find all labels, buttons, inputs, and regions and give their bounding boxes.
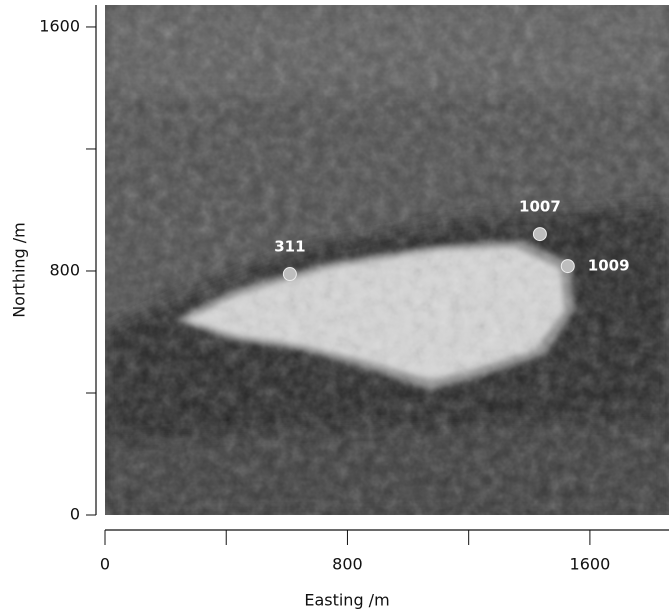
point-label: 311: [274, 238, 305, 256]
x-axis-label: Easting /m: [304, 591, 389, 610]
y-tick-label: 0: [70, 505, 80, 524]
map-raster: [105, 5, 669, 515]
x-tick-label: 800: [332, 555, 363, 574]
point-label: 1007: [519, 198, 561, 216]
y-axis-label: Northing /m: [10, 222, 29, 318]
x-tick-label: 0: [100, 555, 110, 574]
map-figure: Easting /m Northing /m 0 800 1600 0 800 1600 3…: [0, 0, 669, 613]
borehole-point: [283, 268, 296, 281]
borehole-point: [533, 228, 546, 241]
y-tick-label: 800: [49, 260, 80, 279]
x-tick-label: 1600: [570, 555, 611, 574]
borehole-point: [561, 260, 574, 273]
y-tick-label: 1600: [39, 16, 80, 35]
point-label: 1009: [588, 257, 630, 275]
